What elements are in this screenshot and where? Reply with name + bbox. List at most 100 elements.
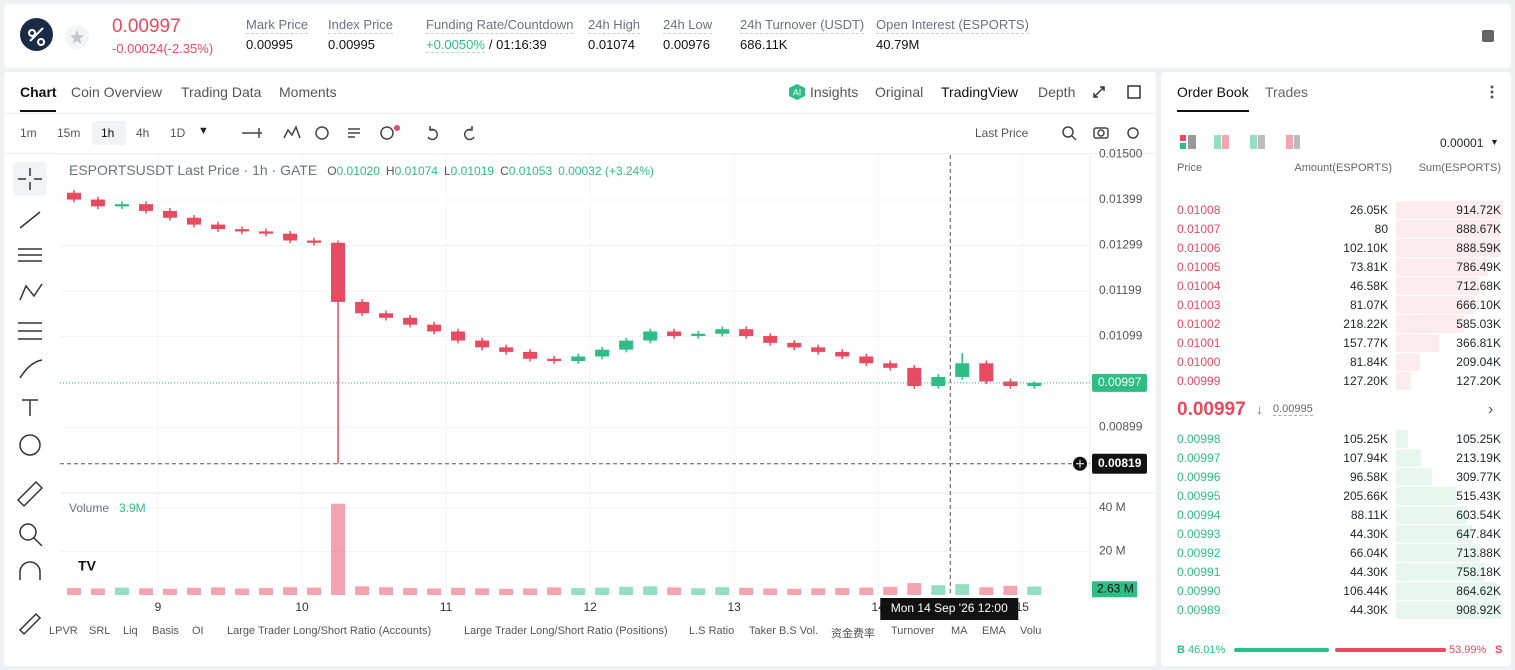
candle-body bbox=[378, 313, 393, 318]
stat-label: 24h High bbox=[588, 17, 641, 34]
interval[interactable]: 1D bbox=[170, 126, 186, 140]
book-layout-icons[interactable] bbox=[1180, 134, 1300, 152]
depth-bar bbox=[1396, 353, 1421, 371]
view-tab[interactable]: Original bbox=[875, 84, 924, 100]
book-sum: 309.77K bbox=[1456, 470, 1501, 484]
volume-bar bbox=[667, 587, 682, 595]
candle-body bbox=[859, 356, 874, 364]
stat-value: +0.0050%/ 01:16:39 bbox=[426, 37, 547, 53]
more-icon[interactable] bbox=[1486, 84, 1498, 100]
favorite-star[interactable] bbox=[64, 24, 90, 50]
indicator-tab[interactable]: L.S Ratio bbox=[689, 625, 735, 637]
indicator-tab[interactable]: Taker B.S Vol. bbox=[749, 625, 819, 637]
sell-bar bbox=[1334, 648, 1446, 652]
legend-value: 0.01074 bbox=[394, 164, 438, 178]
volume-last-label: 2.63 M bbox=[1097, 581, 1134, 595]
candle-body bbox=[787, 342, 802, 348]
depth-bar bbox=[1396, 239, 1500, 257]
chart-tab[interactable]: Chart bbox=[20, 84, 57, 100]
precision[interactable]: 0.00001 bbox=[1440, 136, 1484, 150]
indicator-tab[interactable]: OI bbox=[192, 625, 204, 637]
x-tick-label: 11 bbox=[440, 600, 453, 614]
view-tab[interactable]: TradingView bbox=[941, 84, 1019, 100]
depth-bar bbox=[1396, 563, 1485, 581]
interval[interactable]: 1m bbox=[20, 126, 37, 140]
stat-value: 0.00976 bbox=[663, 37, 710, 52]
book-tab[interactable]: Order Book bbox=[1177, 84, 1249, 100]
candle-body bbox=[547, 358, 562, 362]
divider bbox=[0, 153, 1156, 154]
stat-label: Funding Rate/Countdown bbox=[426, 17, 574, 34]
volume-bar bbox=[859, 587, 874, 595]
chart-tab[interactable]: Trading Data bbox=[181, 84, 262, 100]
candle-body bbox=[283, 233, 298, 241]
chart-window-icons[interactable] bbox=[1090, 83, 1150, 101]
interval[interactable]: 1h bbox=[101, 126, 115, 140]
book-sum: 888.59K bbox=[1456, 241, 1501, 255]
candle-body bbox=[186, 217, 201, 225]
indicator-tab[interactable]: Large Trader Long/Short Ratio (Positions… bbox=[464, 625, 668, 637]
indicator-tab[interactable]: SRL bbox=[89, 625, 111, 637]
x-tick-label: 12 bbox=[583, 600, 597, 614]
depth-bar bbox=[1396, 315, 1465, 333]
stat-value: 0.01074 bbox=[588, 37, 635, 52]
depth-bar bbox=[1396, 334, 1439, 352]
depth-bar bbox=[1396, 601, 1503, 619]
toolbar-icons[interactable] bbox=[240, 124, 480, 142]
indicator-tab[interactable]: Liq bbox=[123, 625, 138, 637]
book-tab[interactable]: Trades bbox=[1265, 84, 1309, 100]
indicator-tab[interactable]: LPVR bbox=[49, 625, 78, 637]
icon[interactable] bbox=[1480, 28, 1496, 44]
book-price: 0.00995 bbox=[1177, 489, 1221, 503]
candle-body bbox=[643, 331, 658, 341]
book-amount: 44.30K bbox=[1349, 527, 1388, 541]
svg-text:TV: TV bbox=[78, 558, 97, 574]
crosshair-price-label: 0.00819 bbox=[1098, 456, 1142, 470]
view-tab[interactable]: Depth bbox=[1038, 84, 1076, 100]
candle-body bbox=[1003, 381, 1018, 387]
indicator-tab[interactable]: EMA bbox=[982, 625, 1006, 637]
price-type[interactable]: Last Price bbox=[975, 126, 1029, 140]
depth-bar bbox=[1396, 201, 1503, 219]
depth-bar bbox=[1396, 544, 1480, 562]
indicator-tab[interactable]: Volu bbox=[1020, 625, 1042, 637]
legend-value: 0.01053 bbox=[508, 164, 553, 178]
depth-bar bbox=[1396, 525, 1472, 543]
indicator-tab[interactable]: Turnover bbox=[891, 625, 935, 637]
buy-label: 46.01% bbox=[1188, 644, 1226, 656]
book-price: 0.00993 bbox=[1177, 527, 1221, 541]
indicator-tab[interactable]: MA bbox=[951, 625, 968, 637]
book-amount: 218.22K bbox=[1343, 317, 1388, 331]
indicator-tab[interactable]: Basis bbox=[152, 625, 179, 637]
chart-tab[interactable]: Coin Overview bbox=[71, 84, 163, 100]
interval[interactable]: 4h bbox=[136, 126, 150, 140]
volume-last-tag bbox=[1092, 581, 1137, 598]
book-amount: 44.30K bbox=[1349, 565, 1388, 579]
candle-body bbox=[427, 324, 442, 332]
buy-key: B bbox=[1177, 644, 1185, 656]
book-sum: 515.43K bbox=[1456, 489, 1501, 503]
interval[interactable]: 15m bbox=[57, 126, 81, 140]
drawing-tools[interactable] bbox=[12, 160, 52, 640]
volume-bar bbox=[211, 587, 226, 595]
legend-key: H bbox=[385, 164, 395, 178]
volume-value: 3.9M bbox=[119, 501, 146, 515]
view-tab[interactable]: Insights bbox=[810, 84, 859, 100]
stat-value: 40.79M bbox=[876, 37, 920, 52]
toolbar-right-icons[interactable] bbox=[1060, 124, 1146, 142]
stat-label: Index Price bbox=[328, 17, 394, 34]
crosshair-add-plus bbox=[1076, 459, 1084, 468]
depth-bar bbox=[1396, 296, 1474, 314]
book-amount: 80 bbox=[1374, 222, 1388, 236]
indicator-tab[interactable]: 资金费率 bbox=[831, 628, 875, 640]
stat-value: 40.79M bbox=[876, 37, 919, 52]
candle-body bbox=[451, 331, 466, 341]
legend-value: 0.01020 bbox=[336, 164, 380, 178]
indicator-tab[interactable]: Large Trader Long/Short Ratio (Accounts) bbox=[227, 625, 432, 637]
book-sum: 603.54K bbox=[1456, 508, 1501, 522]
y-tick-label: 20 M bbox=[1099, 544, 1126, 558]
column-header: Sum(ESPORTS) bbox=[1418, 162, 1501, 174]
candle-body bbox=[595, 349, 610, 357]
chart-tab[interactable]: Moments bbox=[279, 84, 337, 100]
